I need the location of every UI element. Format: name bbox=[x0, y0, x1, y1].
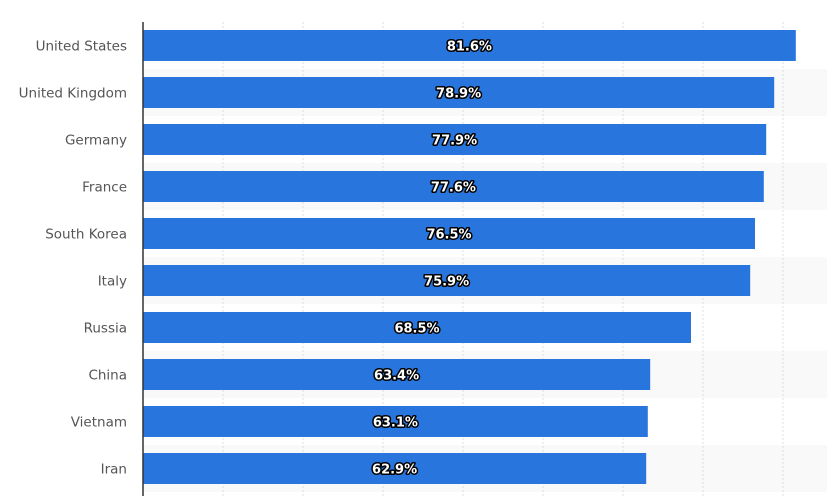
category-label: Iran bbox=[101, 462, 127, 478]
data-label: 75.9% bbox=[424, 275, 469, 290]
bar bbox=[143, 312, 691, 343]
data-label: 68.5% bbox=[394, 322, 439, 337]
bar bbox=[143, 359, 651, 390]
category-label: United States bbox=[36, 39, 127, 55]
category-label: South Korea bbox=[45, 227, 127, 243]
bar bbox=[143, 406, 648, 437]
data-label: 81.6% bbox=[447, 40, 492, 55]
category-label: Germany bbox=[65, 133, 127, 149]
data-label: 77.6% bbox=[431, 181, 476, 196]
category-label: China bbox=[88, 368, 127, 384]
bar bbox=[143, 218, 755, 249]
data-label: 78.9% bbox=[436, 87, 481, 102]
category-label: United Kingdom bbox=[19, 86, 127, 102]
bar bbox=[143, 30, 796, 61]
bar bbox=[143, 265, 751, 296]
bar bbox=[143, 77, 775, 108]
data-label: 62.9% bbox=[372, 463, 417, 478]
bar bbox=[143, 453, 647, 484]
data-label: 76.5% bbox=[426, 228, 471, 243]
data-label: 63.1% bbox=[373, 416, 418, 431]
category-label: Italy bbox=[98, 274, 127, 290]
category-label: Russia bbox=[84, 321, 127, 337]
data-label: 63.4% bbox=[374, 369, 419, 384]
bar bbox=[143, 171, 764, 202]
data-label: 77.9% bbox=[432, 134, 477, 149]
bar bbox=[143, 124, 767, 155]
category-label: Vietnam bbox=[71, 415, 127, 431]
category-label: France bbox=[82, 180, 127, 196]
